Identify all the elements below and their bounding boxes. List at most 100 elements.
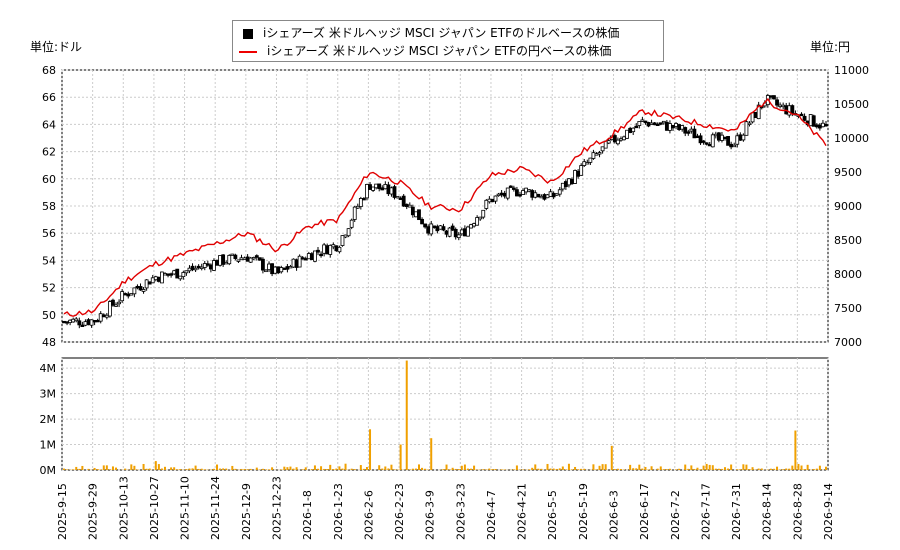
x-tick-label: 2026-7-17 [699,483,712,540]
candle-body [686,131,691,134]
candle-body [172,270,177,275]
candle-body [576,170,581,177]
volume-bar [359,465,362,470]
candle-body [567,178,571,186]
volume-bar [280,469,283,470]
candle-body [588,157,593,163]
volume-bar [381,468,384,470]
volume-bar [329,464,332,470]
volume-bar [365,467,368,470]
candle-body [643,120,648,123]
volume-bar [776,466,779,470]
candle-body [487,198,492,203]
candle-body [144,279,149,289]
volume-bar [430,438,433,470]
volume-bar [261,468,264,470]
volume-bar [160,468,163,470]
candle-body [334,245,339,252]
legend-item-dollar: iシェアーズ 米ドルヘッジ MSCI ジャパン ETFのドルベースの株価 [241,24,619,42]
volume-bar [145,468,148,470]
volume-bar [225,468,228,470]
volume-bar [717,468,720,470]
candle-body [756,104,761,120]
candle-body [585,162,590,165]
candle-body [649,122,654,125]
volume-bar [788,468,791,470]
volume-bar [745,464,748,470]
candle-body [536,193,541,198]
candle-body [505,187,510,199]
y-left-tick-label: 50 [42,309,56,322]
candle-body [811,115,816,127]
volume-bar [96,469,99,470]
volume-bar [522,469,525,470]
candle-body [123,293,128,296]
volume-bar [699,469,702,470]
candle-body [279,267,284,273]
x-tick-label: 2026-1-8 [301,490,314,540]
candle-body [169,273,174,276]
volume-bar [619,468,622,470]
candle-body [824,123,828,127]
candle-body [184,270,189,274]
candle-body [273,266,278,274]
candle-body [358,198,363,207]
candle-body [153,276,158,281]
candle-body [716,132,721,141]
candle-body [744,121,749,136]
volume-bar [203,469,206,470]
candle-body [349,219,354,228]
volume-bar [66,469,69,470]
candle-body [493,195,498,202]
x-tick-label: 2026-1-23 [332,483,345,540]
candle-body [227,255,232,265]
x-tick-label: 2026-5-19 [577,483,590,540]
volume-bar [549,468,552,470]
volume-bar [411,468,414,470]
x-tick-label: 2025-11-24 [209,476,222,540]
candle-body [560,182,565,190]
candle-body [401,195,406,207]
volume-bar [108,469,111,470]
volume-bar [742,464,745,470]
candle-body [294,259,299,268]
candle-body [772,95,776,100]
volume-bar [231,465,234,470]
volume-bar [249,468,252,470]
candle-body [65,321,69,324]
candle-body [637,121,642,126]
candle-body [527,189,532,192]
volume-bar [638,464,641,470]
volume-bar [494,468,497,470]
candle-body [677,124,682,130]
candle-body [377,183,382,190]
x-tick-label: 2026-4-21 [516,483,529,540]
candle-body [117,301,121,305]
candle-body [750,112,755,123]
candle-body [365,184,369,199]
candle-body [720,134,724,141]
x-tick-label: 2026-3-9 [424,490,437,540]
candle-body [619,138,623,141]
volume-bar [81,465,84,470]
candle-body [104,314,109,318]
x-tick-label: 2026-8-14 [761,483,774,540]
volume-bar [320,466,323,470]
candle-body [466,226,470,237]
y-volume-tick-label: 2M [40,413,57,426]
volume-bar [528,469,531,470]
x-tick-label: 2026-6-17 [638,483,651,540]
volume-bar [405,360,408,470]
volume-bar [142,463,145,470]
candle-body [631,127,636,133]
x-tick-label: 2026-2-6 [362,490,375,540]
candle-body [291,258,296,268]
candle-body [120,291,125,302]
candle-body [89,319,94,326]
volume-bar [457,469,460,470]
volume-bar [200,468,203,470]
volume-bar [665,469,668,470]
candle-body [689,128,694,132]
volume-bar [482,469,485,470]
